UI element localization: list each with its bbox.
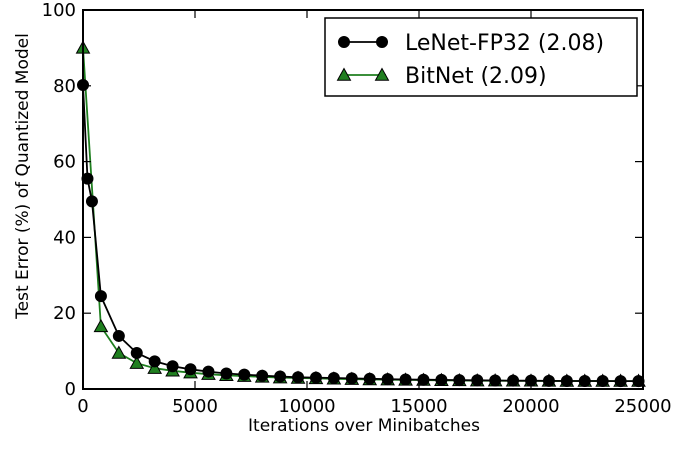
plot-lines	[82, 47, 639, 383]
lenet-data-point	[417, 373, 430, 386]
x-axis-title: Iterations over Minibatches	[248, 416, 480, 436]
legend-bitnet-label: BitNet (2.09)	[405, 64, 547, 89]
lenet-data-point	[435, 373, 448, 386]
legend-lenet-marker	[338, 36, 350, 48]
x-tick-label: 25000	[614, 396, 671, 417]
lenet-data-point	[256, 369, 269, 382]
bitnet-data-point	[111, 345, 127, 359]
lenet-data-point	[578, 375, 591, 388]
lenet-data-point	[292, 371, 305, 384]
legend: LeNet-FP32 (2.08) BitNet (2.09)	[324, 17, 638, 97]
y-tick-label: 20	[53, 303, 76, 324]
series-line-bitnet	[82, 47, 639, 383]
lenet-data-point	[632, 375, 645, 388]
lenet-data-point	[614, 375, 627, 388]
lenet-data-point	[309, 371, 322, 384]
lenet-data-point	[81, 172, 94, 185]
legend-lenet-label: LeNet-FP32 (2.08)	[405, 31, 604, 56]
y-tick-label: 40	[53, 227, 76, 248]
lenet-data-point	[220, 367, 233, 380]
lenet-data-point	[363, 372, 376, 385]
x-tick-label: 0	[77, 396, 88, 417]
legend-box	[324, 17, 638, 97]
lenet-data-point	[542, 374, 555, 387]
x-tick-label: 15000	[390, 396, 447, 417]
legend-bitnet-marker	[374, 67, 390, 81]
y-tick-label: 100	[42, 0, 76, 21]
plot-markers	[75, 40, 646, 388]
lenet-data-point	[274, 370, 287, 383]
legend-bitnet-marker	[336, 67, 352, 81]
lenet-data-point	[184, 363, 197, 376]
bitnet-data-point	[129, 355, 145, 369]
lenet-data-point	[94, 290, 107, 303]
lenet-data-point	[560, 374, 573, 387]
series-line-lenet	[82, 84, 639, 383]
x-tick-label: 20000	[502, 396, 559, 417]
x-tick-labels: 0 5000 10000 15000 20000 25000	[77, 396, 671, 417]
lenet-data-point	[453, 374, 466, 387]
lenet-data-point	[381, 373, 394, 386]
lenet-data-point	[345, 372, 358, 385]
lenet-data-point	[327, 372, 340, 385]
y-axis-title: Test Error (%) of Quantized Model	[13, 33, 33, 320]
axis-ticks	[82, 9, 644, 390]
lenet-data-point	[238, 368, 251, 381]
lenet-data-point	[112, 329, 125, 342]
y-tick-labels: 0 20 40 60 80 100	[42, 0, 76, 400]
x-tick-label: 10000	[278, 396, 335, 417]
lenet-data-point	[85, 195, 98, 208]
y-tick-label: 80	[53, 76, 76, 97]
bitnet-data-point	[147, 360, 163, 374]
lenet-data-point	[471, 374, 484, 387]
legend-lenet-marker	[376, 36, 388, 48]
lenet-data-point	[596, 375, 609, 388]
lenet-data-point	[166, 360, 179, 373]
lenet-data-point	[148, 355, 161, 368]
lenet-data-point	[130, 346, 143, 359]
x-tick-label: 5000	[172, 396, 218, 417]
plot-frame	[82, 9, 644, 390]
bitnet-data-point	[93, 318, 109, 333]
lenet-data-point	[507, 374, 520, 387]
lenet-data-point	[202, 365, 215, 378]
y-tick-label: 0	[65, 379, 76, 400]
y-tick-label: 60	[53, 152, 76, 173]
lenet-data-point	[489, 374, 502, 387]
lenet-data-point	[399, 373, 412, 386]
